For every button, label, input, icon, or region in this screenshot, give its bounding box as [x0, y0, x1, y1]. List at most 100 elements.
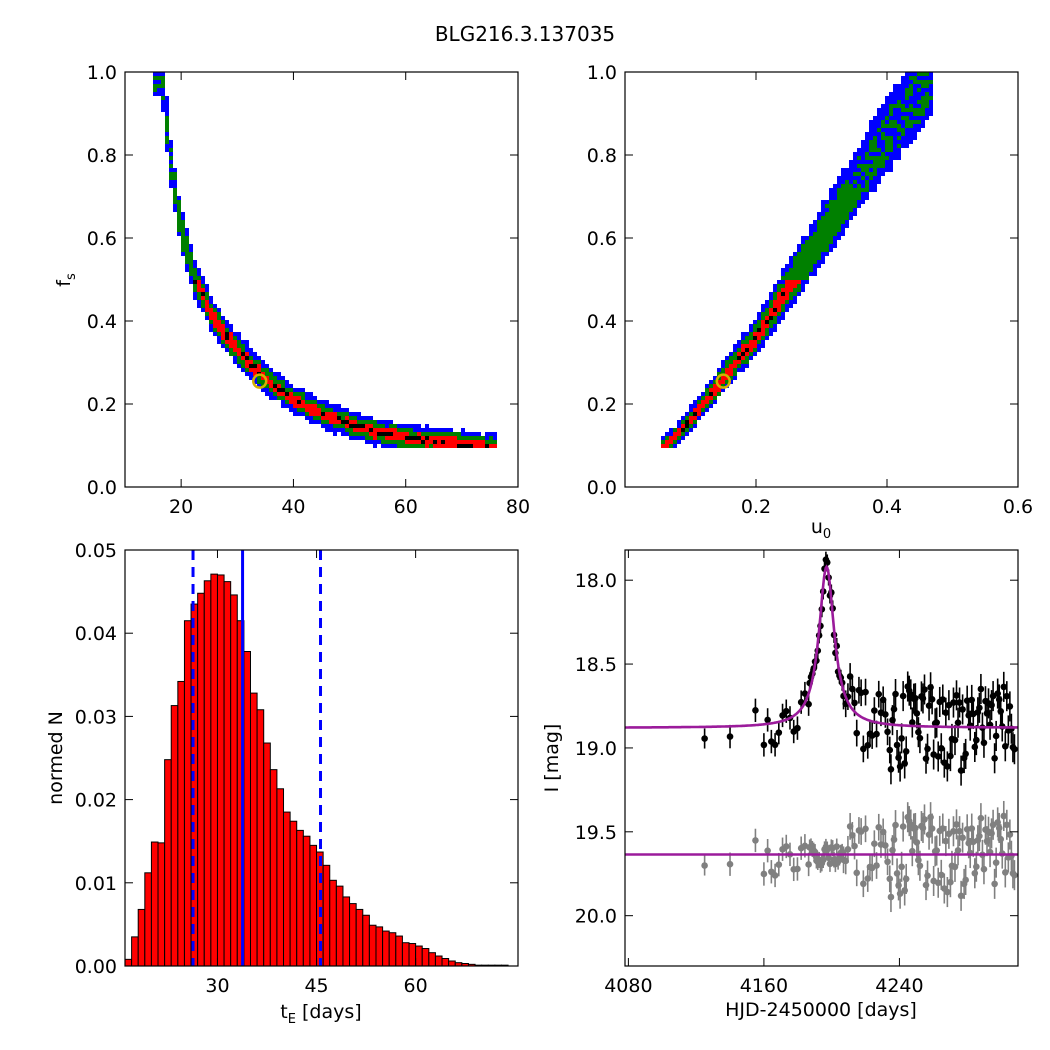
heat-cell-1sigma — [225, 340, 229, 344]
heat-cell-3sigma — [821, 212, 825, 216]
heat-cell-2sigma — [189, 264, 193, 268]
heat-cell-2sigma — [321, 404, 325, 408]
heat-cell-2sigma — [845, 184, 849, 188]
heat-cell-2sigma — [773, 320, 777, 324]
heat-cell-3sigma — [893, 156, 897, 160]
heat-cell-3sigma — [377, 440, 381, 444]
heat-cell-peak — [361, 424, 365, 428]
data-point — [925, 702, 933, 709]
heat-cell-3sigma — [393, 444, 397, 448]
residual-point — [826, 860, 834, 868]
heat-cell-3sigma — [861, 180, 865, 184]
heat-cell-2sigma — [777, 312, 781, 316]
heat-cell-3sigma — [269, 396, 273, 400]
heat-cell-3sigma — [205, 284, 209, 288]
heat-cell-1sigma — [293, 396, 297, 400]
heat-cell-3sigma — [865, 140, 869, 144]
heat-cell-2sigma — [813, 236, 817, 240]
panel-fs-vs-tE: 20 40 60 800.00.20.40.60.81.0fs — [53, 62, 530, 518]
heat-cell-peak — [405, 436, 409, 440]
heat-cell-2sigma — [453, 432, 457, 436]
heat-cell-2sigma — [873, 172, 877, 176]
heat-cell-3sigma — [765, 304, 769, 308]
heat-cell-2sigma — [705, 388, 709, 392]
heat-cell-2sigma — [469, 436, 473, 440]
heat-cell-2sigma — [177, 220, 181, 224]
heat-cell-2sigma — [313, 416, 317, 420]
heat-cell-3sigma — [881, 172, 885, 176]
heat-cell-3sigma — [921, 76, 925, 80]
histogram-bar — [269, 769, 278, 966]
histogram-bar — [441, 958, 450, 966]
heat-cell-2sigma — [725, 360, 729, 364]
heat-cell-3sigma — [381, 444, 385, 448]
heat-cell-2sigma — [733, 372, 737, 376]
heat-cell-2sigma — [709, 400, 713, 404]
heat-cell-2sigma — [905, 92, 909, 96]
heat-cell-2sigma — [873, 140, 877, 144]
heat-cell-3sigma — [381, 420, 385, 424]
heat-cell-2sigma — [793, 268, 797, 272]
data-point — [957, 767, 965, 774]
heat-cell-2sigma — [193, 284, 197, 288]
residual-point — [991, 880, 998, 888]
heat-cell-2sigma — [909, 92, 913, 96]
residual-point — [925, 831, 933, 838]
heat-cell-3sigma — [897, 84, 901, 88]
heat-cell-3sigma — [849, 176, 853, 180]
heat-cell-2sigma — [897, 136, 901, 140]
residual-point — [752, 837, 759, 844]
data-point — [1000, 683, 1008, 691]
heat-cell-2sigma — [153, 84, 157, 88]
heat-cell-peak — [253, 364, 257, 368]
heat-cell-3sigma — [905, 100, 909, 104]
heat-cell-1sigma — [797, 280, 801, 284]
heat-cell-2sigma — [909, 108, 913, 112]
heat-cell-3sigma — [877, 108, 881, 112]
heat-cell-2sigma — [813, 244, 817, 248]
heat-cell-3sigma — [801, 288, 805, 292]
heat-cell-3sigma — [889, 156, 893, 160]
heat-cell-3sigma — [485, 432, 489, 436]
heat-cell-3sigma — [885, 164, 889, 168]
heat-cell-3sigma — [253, 352, 257, 356]
heat-cell-2sigma — [473, 436, 477, 440]
heat-cell-peak — [425, 436, 429, 440]
heat-cell-2sigma — [841, 208, 845, 212]
heat-cell-3sigma — [897, 112, 901, 116]
heat-cell-2sigma — [753, 324, 757, 328]
histogram-bar — [302, 835, 311, 966]
heat-cell-2sigma — [861, 188, 865, 192]
data-point — [882, 711, 889, 718]
heat-cell-2sigma — [201, 304, 205, 308]
heat-cell-1sigma — [757, 332, 761, 336]
heat-cell-1sigma — [365, 424, 369, 428]
heat-cell-1sigma — [673, 436, 677, 440]
data-point — [913, 710, 921, 717]
heat-cell-2sigma — [485, 440, 489, 444]
heat-cell-1sigma — [701, 404, 705, 408]
heat-cell-3sigma — [857, 148, 861, 152]
heat-cell-3sigma — [737, 368, 741, 372]
heat-cell-2sigma — [821, 240, 825, 244]
heat-cell-3sigma — [789, 264, 793, 268]
data-point — [1003, 692, 1011, 700]
heat-cell-3sigma — [225, 324, 229, 328]
heat-cell-3sigma — [317, 420, 321, 424]
heat-cell-1sigma — [457, 440, 461, 444]
heat-cell-3sigma — [893, 152, 897, 156]
heat-cell-2sigma — [177, 208, 181, 212]
heat-cell-1sigma — [481, 440, 485, 444]
heat-cell-3sigma — [329, 424, 333, 428]
heat-cell-3sigma — [889, 152, 893, 156]
heat-cell-2sigma — [809, 268, 813, 272]
heat-cell-2sigma — [185, 244, 189, 248]
heat-cell-2sigma — [829, 200, 833, 204]
heat-cell-1sigma — [709, 396, 713, 400]
heat-cell-2sigma — [845, 180, 849, 184]
heat-cell-2sigma — [217, 332, 221, 336]
data-point — [921, 686, 928, 693]
heat-cell-2sigma — [409, 428, 413, 432]
heat-cell-3sigma — [837, 180, 841, 184]
heat-cell-3sigma — [217, 336, 221, 340]
